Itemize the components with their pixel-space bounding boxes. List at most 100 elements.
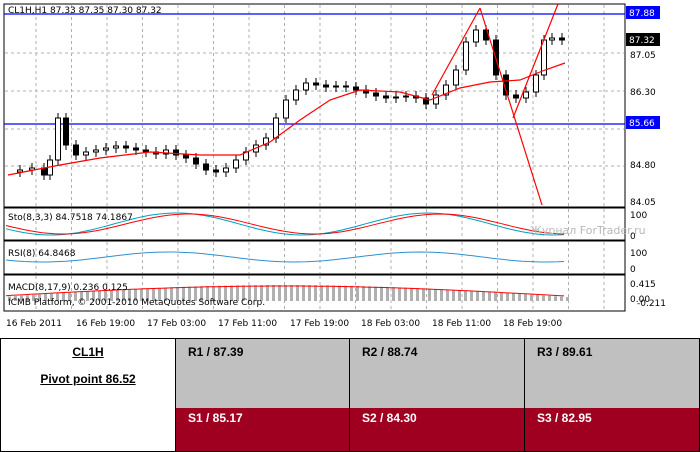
macd-bar bbox=[308, 285, 311, 301]
time-tick-3: 17 Feb 11:00 bbox=[218, 319, 277, 329]
macd-bar bbox=[422, 288, 425, 301]
macd-bar bbox=[122, 289, 125, 301]
macd-tick-max: 0.415 bbox=[630, 280, 656, 290]
macd-bar bbox=[398, 287, 401, 301]
r1-label: R1 / 87.39 bbox=[188, 345, 244, 359]
rsi-tick-0: 0 bbox=[630, 265, 636, 275]
macd-bar bbox=[380, 286, 383, 301]
trendline-3[interactable] bbox=[512, 3, 559, 119]
s3-cell: S3 / 82.95 bbox=[525, 408, 700, 452]
watermark-text: Журнал ForTrader.ru bbox=[530, 224, 646, 237]
macd-bar bbox=[344, 285, 347, 301]
candle-body bbox=[403, 95, 409, 98]
pivot-symbol: CL1H bbox=[72, 345, 104, 359]
macd-bar bbox=[44, 294, 47, 301]
macd-bar bbox=[428, 288, 431, 301]
macd-bar bbox=[470, 290, 473, 301]
pivot-table: CL1H Pivot point 86.52 R1 / 87.39 R2 / 8… bbox=[0, 338, 700, 452]
stochastic-signal-line bbox=[5, 213, 565, 235]
macd-bar bbox=[500, 292, 503, 301]
macd-tick-min: -0.211 bbox=[637, 299, 666, 309]
macd-bar bbox=[92, 291, 95, 301]
trendline-1[interactable] bbox=[431, 7, 481, 96]
r3-cell: R3 / 89.61 bbox=[525, 338, 700, 408]
main-pane-border bbox=[3, 3, 626, 208]
candle-body bbox=[463, 41, 469, 71]
macd-bar bbox=[188, 286, 191, 301]
copyright-label: ICMB Platform, © 2001-2010 MetaQuotes So… bbox=[8, 298, 265, 308]
candle-body bbox=[423, 97, 429, 105]
candle-body bbox=[559, 37, 565, 41]
macd-bar bbox=[416, 288, 419, 301]
macd-bar bbox=[152, 288, 155, 301]
price-badge-85-66 bbox=[626, 116, 660, 129]
price-tick-84-05: 84.05 bbox=[630, 198, 656, 208]
macd-bar bbox=[524, 294, 527, 301]
candle-body bbox=[303, 82, 309, 91]
price-tick-84-80: 84.80 bbox=[630, 161, 656, 171]
macd-bar bbox=[350, 285, 353, 301]
candle-body bbox=[173, 149, 179, 156]
price-badge-87-32 bbox=[626, 33, 660, 46]
macd-pane-border bbox=[3, 274, 626, 312]
pivot-symbol-cell: CL1H Pivot point 86.52 bbox=[0, 338, 176, 452]
rsi-tick-100: 100 bbox=[630, 249, 647, 259]
macd-bar bbox=[338, 285, 341, 301]
macd-bar bbox=[146, 288, 149, 301]
macd-tick-zero: 0.00 bbox=[630, 295, 650, 305]
candle-body bbox=[353, 86, 359, 91]
candle-body bbox=[213, 169, 219, 173]
macd-bar bbox=[212, 285, 215, 301]
time-tick-7: 18 Feb 19:00 bbox=[503, 319, 562, 329]
candle-body bbox=[549, 37, 555, 41]
macd-bar bbox=[518, 293, 521, 301]
stochastic-main-line bbox=[5, 212, 565, 236]
r3-label: R3 / 89.61 bbox=[537, 345, 593, 359]
macd-bar bbox=[38, 294, 41, 301]
macd-bar bbox=[476, 291, 479, 301]
macd-bar bbox=[128, 289, 131, 301]
macd-bar bbox=[140, 288, 143, 301]
macd-bar bbox=[86, 291, 89, 301]
macd-bar bbox=[278, 285, 281, 301]
pivot-point-value: Pivot point 86.52 bbox=[40, 372, 136, 386]
macd-bar bbox=[440, 289, 443, 301]
macd-bar bbox=[410, 287, 413, 301]
macd-bar bbox=[260, 285, 263, 301]
macd-bar bbox=[26, 295, 29, 301]
macd-bar bbox=[80, 291, 83, 301]
macd-bar bbox=[236, 285, 239, 301]
candle-body bbox=[503, 74, 509, 96]
candle-body bbox=[283, 99, 289, 119]
macd-histogram bbox=[8, 285, 569, 301]
macd-bar bbox=[314, 285, 317, 301]
candle-body bbox=[453, 69, 459, 86]
macd-bar bbox=[266, 285, 269, 301]
time-tick-0: 16 Feb 2011 bbox=[6, 319, 62, 329]
candle-body bbox=[73, 144, 79, 156]
stochastic-pane-border bbox=[3, 207, 626, 241]
candle-body bbox=[433, 94, 439, 105]
price-axis: 87.88 87.32 87.05 86.30 85.66 84.80 84.0… bbox=[626, 6, 660, 208]
macd-bar bbox=[452, 289, 455, 301]
candle-body bbox=[63, 117, 69, 146]
macd-bar bbox=[404, 287, 407, 301]
candle-body bbox=[523, 91, 529, 99]
macd-bar bbox=[566, 297, 569, 301]
macd-label: MACD(8,17,9) 0.236 0.125 bbox=[8, 283, 128, 293]
macd-bar bbox=[464, 290, 467, 301]
price-tick-87-32: 87.32 bbox=[629, 36, 655, 46]
macd-bar bbox=[446, 289, 449, 301]
trendline-2[interactable] bbox=[479, 7, 543, 206]
price-badge-87-88 bbox=[626, 6, 660, 19]
macd-bar bbox=[134, 288, 137, 301]
macd-bar bbox=[164, 287, 167, 301]
r2-cell: R2 / 88.74 bbox=[350, 338, 525, 408]
macd-bar bbox=[116, 289, 119, 301]
price-chart[interactable]: CL1H,H1 87.33 87.35 87.30 87.32 Sto(8,3,… bbox=[0, 0, 700, 338]
candle-body bbox=[123, 145, 129, 149]
macd-bar bbox=[560, 296, 563, 301]
r1-cell: R1 / 87.39 bbox=[176, 338, 350, 408]
candle-body bbox=[163, 149, 169, 155]
candle-body bbox=[183, 154, 189, 159]
